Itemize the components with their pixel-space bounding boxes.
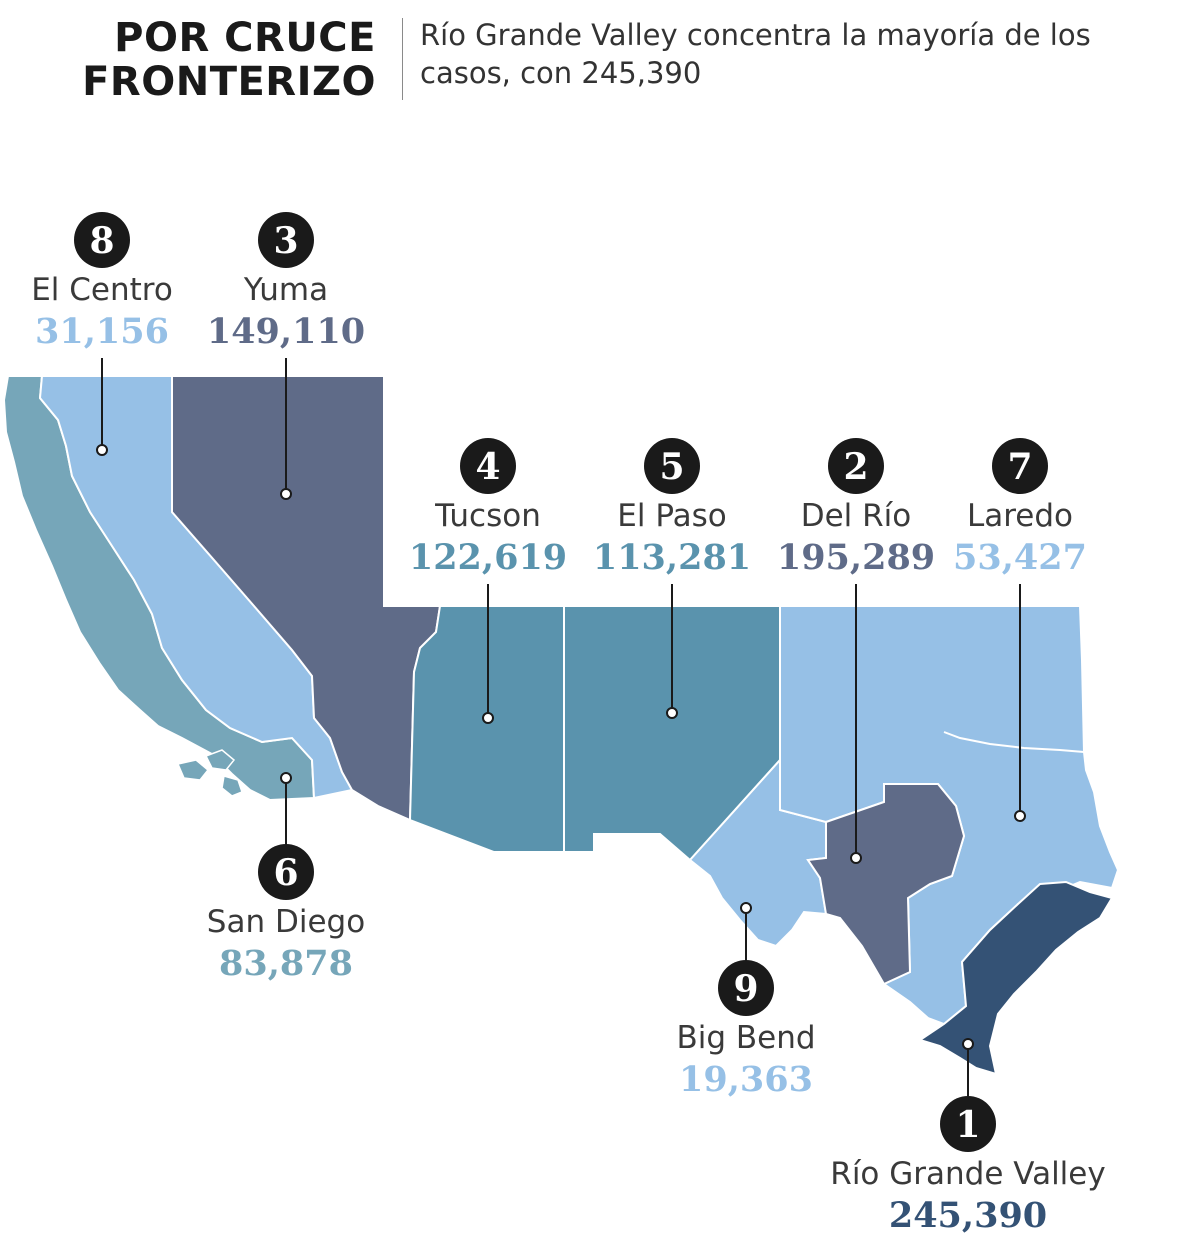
rank-number-el-centro: 8 (89, 220, 114, 262)
rank-badge-big-bend (718, 960, 774, 1016)
sector-name-san-diego: San Diego (207, 904, 365, 940)
pin-big-bend (740, 902, 752, 914)
rank-badge-r-o-grande-valley (940, 1096, 996, 1152)
rank-number-el-paso: 5 (659, 446, 684, 488)
region-rio-grande-valley (917, 880, 1114, 1076)
rank-badge-laredo (992, 438, 1048, 494)
rank-badge-el-paso (644, 438, 700, 494)
pin-tucson (482, 712, 494, 724)
pin-el-centro (96, 444, 108, 456)
headline-line-1: POR CRUCE (114, 15, 376, 61)
headline: POR CRUCE FRONTERIZO (82, 16, 376, 104)
rank-number-del-r-o: 2 (843, 446, 868, 488)
rank-number-laredo: 7 (1007, 446, 1032, 488)
sector-name-laredo: Laredo (967, 498, 1073, 534)
sector-count-big-bend: 19,363 (679, 1059, 813, 1100)
pin-del-r-o (850, 852, 862, 864)
sector-count-el-centro: 31,156 (35, 311, 169, 352)
rank-number-r-o-grande-valley: 1 (955, 1104, 980, 1146)
sector-count-yuma: 149,110 (207, 311, 365, 352)
sector-name-del-r-o: Del Río (801, 498, 912, 534)
sector-count-tucson: 122,619 (409, 537, 567, 578)
sector-count-del-r-o: 195,289 (777, 537, 935, 578)
sector-name-yuma: Yuma (243, 272, 328, 308)
sector-name-el-centro: El Centro (31, 272, 173, 308)
rank-badge-el-centro (74, 212, 130, 268)
sector-count-r-o-grande-valley: 245,390 (889, 1195, 1047, 1236)
pin-laredo (1014, 810, 1026, 822)
pins-layer (96, 358, 1026, 1098)
pin-r-o-grande-valley (962, 1038, 974, 1050)
rank-badge-yuma (258, 212, 314, 268)
pin-el-paso (666, 707, 678, 719)
sector-name-big-bend: Big Bend (676, 1020, 815, 1056)
sector-count-el-paso: 113,281 (593, 537, 751, 578)
header-divider (402, 18, 403, 100)
region-del-rio (806, 783, 966, 986)
sector-name-r-o-grande-valley: Río Grande Valley (830, 1156, 1105, 1192)
rank-badge-san-diego (258, 844, 314, 900)
rank-badge-del-r-o (828, 438, 884, 494)
sector-count-san-diego: 83,878 (219, 943, 353, 984)
map-regions (2, 375, 1120, 1076)
pin-san-diego (280, 772, 292, 784)
sector-name-el-paso: El Paso (617, 498, 726, 534)
sector-name-tucson: Tucson (434, 498, 541, 534)
region-islands (176, 749, 243, 797)
rank-number-san-diego: 6 (273, 852, 298, 894)
rank-badge-tucson (460, 438, 516, 494)
headline-line-2: FRONTERIZO (82, 59, 376, 105)
sector-count-laredo: 53,427 (953, 537, 1087, 578)
rank-number-tucson: 4 (475, 446, 500, 488)
subtitle: Río Grande Valley concentra la mayoría d… (420, 18, 1091, 90)
rank-number-yuma: 3 (273, 220, 298, 262)
region-texas-notch (943, 731, 1085, 753)
pin-yuma (280, 488, 292, 500)
header: POR CRUCE FRONTERIZO Río Grande Valley c… (0, 0, 1200, 110)
rank-number-big-bend: 9 (733, 968, 758, 1010)
